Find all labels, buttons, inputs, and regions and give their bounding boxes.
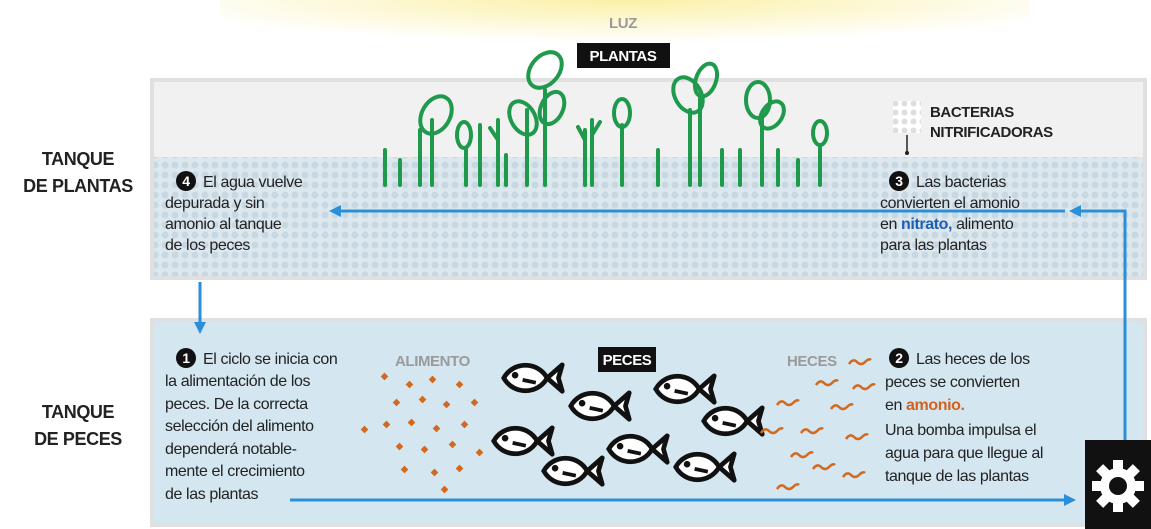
step-text: tanque de las plantas [885, 468, 1029, 485]
step-text: El ciclo se inicia con [203, 351, 337, 368]
step-number: 4 [182, 173, 190, 189]
step-text: depurada y sin [165, 195, 264, 212]
step-text: agua para que llegue al [885, 445, 1043, 462]
step-number: 1 [182, 350, 190, 366]
step-number-badge [176, 348, 196, 368]
step-text: para las plantas [880, 237, 987, 254]
step-text: mente el crecimiento [165, 463, 305, 480]
step-text: en amonio. [885, 397, 965, 414]
plants-label: PLANTAS [590, 48, 657, 65]
step-text: dependerá notable- [165, 441, 297, 458]
step-text: Una bomba impulsa el [885, 422, 1036, 439]
step-text: El agua vuelve [203, 174, 303, 191]
feces-label: HECES [787, 353, 837, 370]
bacteria-label: NITRIFICADORAS [930, 124, 1053, 141]
step-number: 3 [895, 173, 903, 189]
step-text: amonio al tanque [165, 216, 282, 233]
step-text: de las plantas [165, 486, 259, 503]
step-number: 2 [895, 350, 903, 366]
tank-label: TANQUE [42, 402, 115, 422]
step-text: Las bacterias [916, 174, 1006, 191]
tank-label: DE PLANTAS [23, 176, 133, 196]
step-number-badge [176, 171, 196, 191]
food-label: ALIMENTO [395, 353, 471, 370]
flow-arrow [1069, 205, 1127, 440]
pump-gear [1092, 460, 1144, 512]
tank-label: TANQUE [42, 149, 115, 169]
bacteria-icon [893, 101, 921, 133]
light-label: LUZ [609, 15, 637, 32]
step-text: Las heces de los [916, 351, 1030, 368]
plants [383, 50, 829, 187]
plants-label-box [577, 43, 670, 68]
step-text: convierten el amonio [880, 195, 1020, 212]
step-text: la alimentación de los [165, 373, 310, 390]
step-number-badge [889, 348, 909, 368]
step-number-badge [889, 171, 909, 191]
plant-tank-water [154, 157, 1143, 276]
tank-label: DE PECES [34, 429, 122, 449]
step-text: en nitrato, alimento [880, 216, 1014, 233]
fish-label: PECES [603, 352, 652, 369]
step-text: peces. De la correcta [165, 396, 308, 413]
step-text: selección del alimento [165, 418, 314, 435]
bacteria-pointer-dot [905, 151, 909, 155]
fish-label-box [598, 347, 656, 372]
bacteria-label: BACTERIAS [930, 104, 1014, 121]
step-text: de los peces [165, 237, 250, 254]
step-text: peces se convierten [885, 374, 1020, 391]
